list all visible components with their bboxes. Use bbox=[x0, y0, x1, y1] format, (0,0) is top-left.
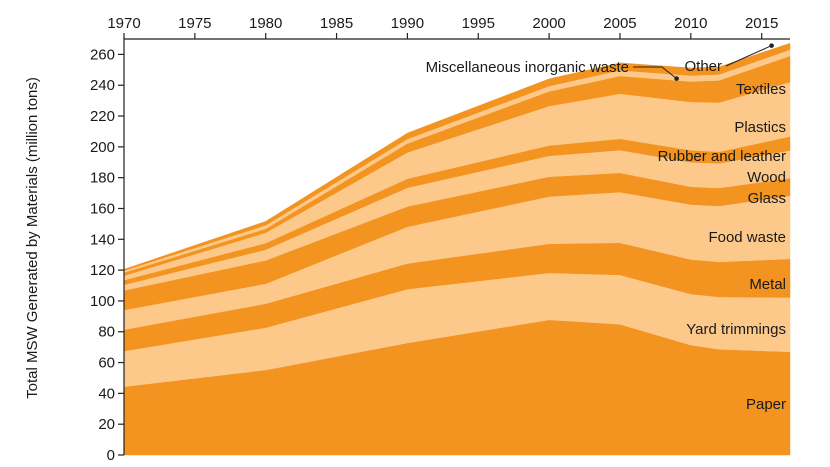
axes-layer bbox=[123, 38, 790, 455]
misc-leader-dot bbox=[674, 76, 679, 81]
y-tick-label: 100 bbox=[90, 293, 115, 310]
x-tick-label: 1990 bbox=[391, 15, 424, 32]
other-leader-dot bbox=[769, 43, 774, 48]
misc-leader-line bbox=[633, 66, 677, 79]
y-tick-label: 80 bbox=[98, 324, 115, 341]
x-tick-label: 2005 bbox=[603, 15, 636, 32]
x-tick-label: 2010 bbox=[674, 15, 707, 32]
x-axis-ticks: 1970 1975 1980 1985 1990 1995 2000 2005 2010 2015 bbox=[107, 15, 778, 39]
x-tick-label: 1980 bbox=[249, 15, 282, 32]
label-other: Other bbox=[684, 58, 722, 75]
y-axis-ticks: 0 20 40 60 80 100 120 140 160 180 200 220 240 260 bbox=[90, 46, 124, 464]
x-tick-label: 1985 bbox=[320, 15, 353, 32]
y-tick-label: 140 bbox=[90, 231, 115, 248]
x-tick-label: 1970 bbox=[107, 15, 140, 32]
y-tick-label: 260 bbox=[90, 46, 115, 63]
areas-layer bbox=[123, 42, 791, 456]
label-wood: Wood bbox=[747, 169, 786, 186]
x-tick-label: 1995 bbox=[462, 15, 495, 32]
y-tick-label: 160 bbox=[90, 200, 115, 217]
label-paper: Paper bbox=[746, 396, 786, 413]
x-tick-label: 1975 bbox=[178, 15, 211, 32]
label-glass: Glass bbox=[748, 190, 786, 207]
y-tick-label: 180 bbox=[90, 170, 115, 187]
x-tick-label: 2000 bbox=[532, 15, 565, 32]
label-yard-trimmings: Yard trimmings bbox=[686, 321, 786, 338]
label-metal: Metal bbox=[749, 276, 786, 293]
label-food-waste: Food waste bbox=[708, 229, 786, 246]
label-plastics: Plastics bbox=[734, 119, 786, 136]
y-tick-label: 200 bbox=[90, 139, 115, 156]
y-tick-label: 60 bbox=[98, 355, 115, 372]
y-tick-label: 220 bbox=[90, 108, 115, 125]
x-tick-label: 2015 bbox=[745, 15, 778, 32]
label-miscellaneous-inorganic-waste: Miscellaneous inorganic waste bbox=[426, 59, 629, 76]
other-leader-line bbox=[725, 45, 772, 67]
y-axis-title: Total MSW Generated by Materials (millio… bbox=[24, 77, 41, 399]
y-tick-label: 40 bbox=[98, 385, 115, 402]
y-tick-label: 240 bbox=[90, 77, 115, 94]
series-labels: Paper Yard trimmings Metal Food waste Glass W… bbox=[426, 43, 786, 413]
area-other bbox=[123, 42, 791, 271]
y-tick-label: 0 bbox=[107, 447, 115, 464]
y-tick-label: 120 bbox=[90, 262, 115, 279]
y-tick-label: 20 bbox=[98, 416, 115, 433]
label-textiles: Textiles bbox=[736, 81, 786, 98]
label-rubber-and-leather: Rubber and leather bbox=[658, 148, 786, 165]
